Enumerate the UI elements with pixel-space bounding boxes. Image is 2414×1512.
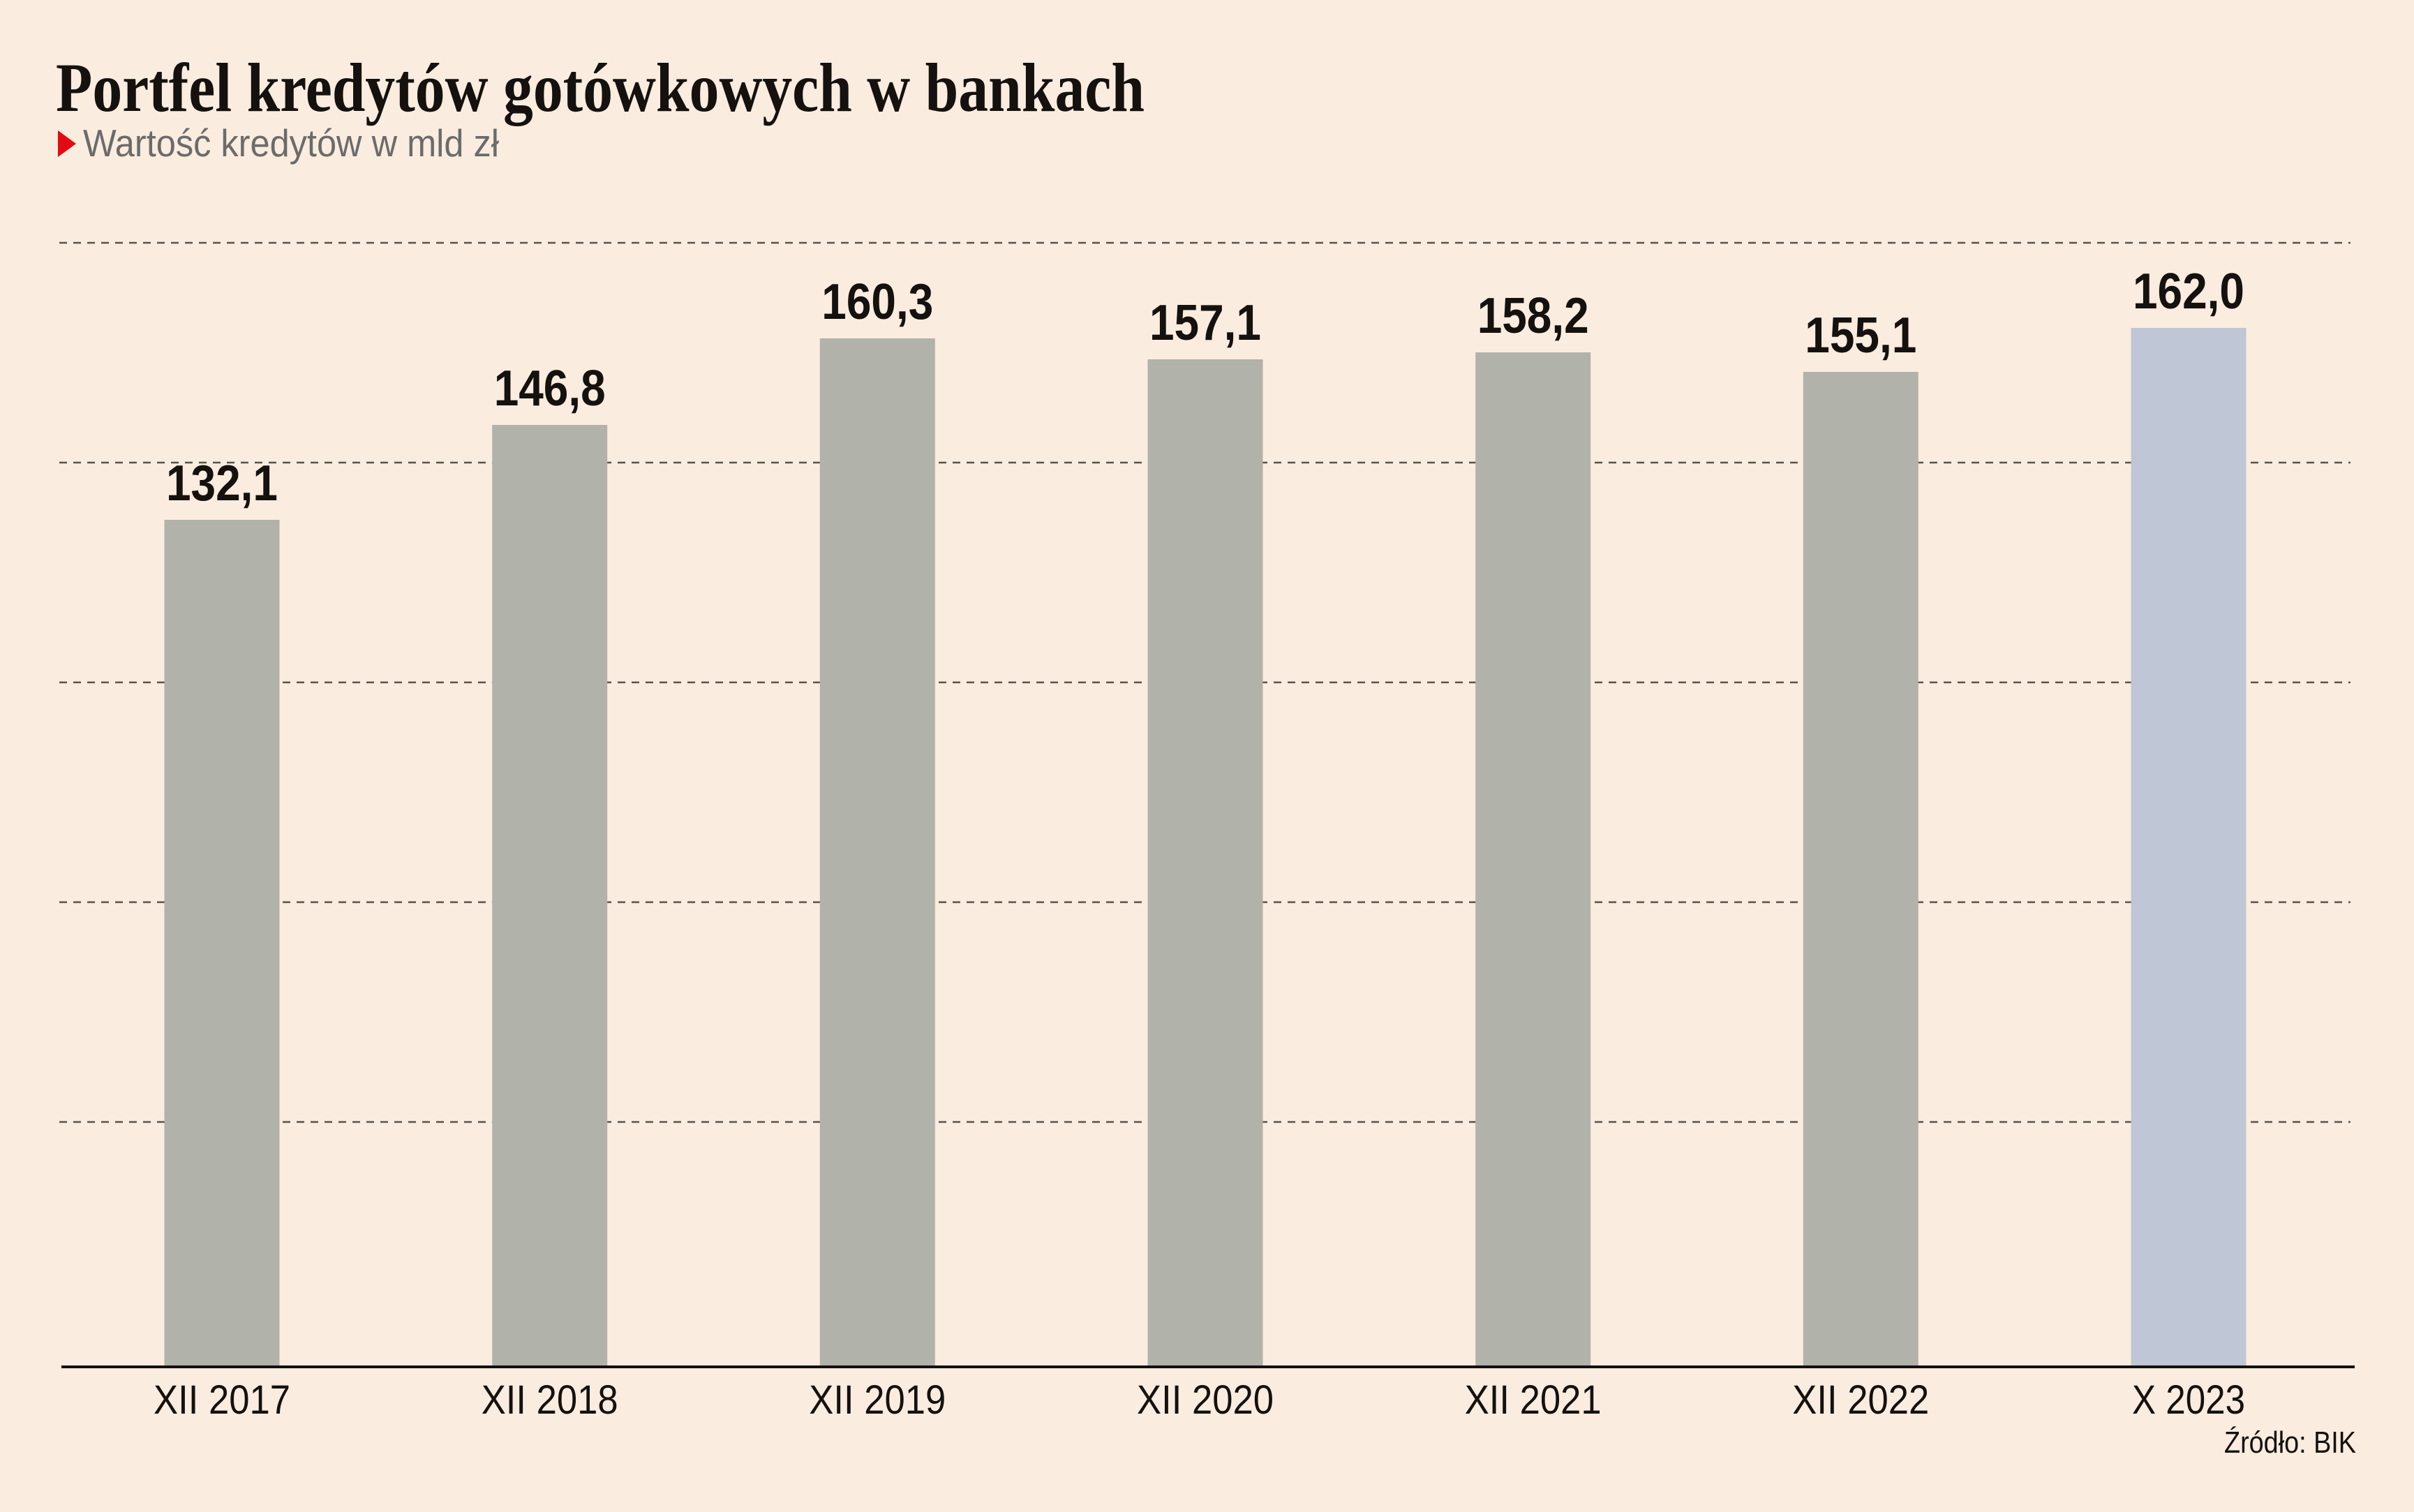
- svg-text:XII 2018: XII 2018: [482, 1377, 618, 1423]
- svg-text:157,1: 157,1: [1149, 295, 1261, 351]
- svg-text:X 2023: X 2023: [2132, 1377, 2245, 1423]
- svg-text:146,8: 146,8: [494, 361, 606, 417]
- svg-text:XII 2020: XII 2020: [1137, 1377, 1274, 1423]
- svg-text:Portfel kredytów gotówkowych w: Portfel kredytów gotówkowych w bankach: [56, 49, 1145, 126]
- svg-text:XII 2022: XII 2022: [1792, 1377, 1929, 1423]
- svg-text:162,0: 162,0: [2133, 264, 2244, 320]
- svg-text:132,1: 132,1: [166, 456, 278, 511]
- svg-text:XII 2021: XII 2021: [1465, 1377, 1602, 1423]
- svg-text:158,2: 158,2: [1477, 288, 1589, 344]
- svg-text:XII 2017: XII 2017: [154, 1377, 290, 1423]
- svg-text:XII 2019: XII 2019: [809, 1377, 946, 1423]
- svg-text:Źródło: BIK: Źródło: BIK: [2224, 1425, 2356, 1460]
- svg-text:155,1: 155,1: [1805, 308, 1916, 364]
- svg-text:Wartość kredytów w mld zł: Wartość kredytów w mld zł: [83, 121, 499, 165]
- svg-text:160,3: 160,3: [821, 274, 933, 330]
